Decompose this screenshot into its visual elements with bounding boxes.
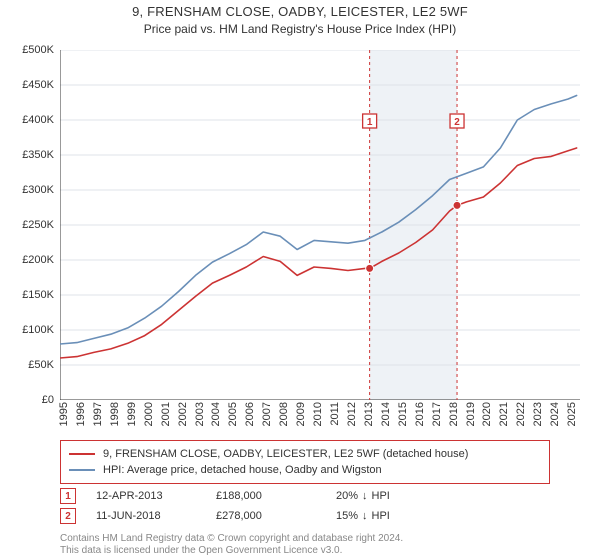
x-tick-label: 2005 (227, 402, 239, 426)
tx-price-1: £188,000 (216, 490, 316, 502)
x-axis: 1995 1996 1997 1998 1999 2000 2001 2002 2003 2004… (60, 400, 580, 438)
legend: 9, FRENSHAM CLOSE, OADBY, LEICESTER, LE2… (60, 440, 550, 484)
tx-rel-pct-1: 20% (336, 490, 358, 502)
x-tick-label: 2006 (244, 402, 256, 426)
tx-rel-pct-2: 15% (336, 510, 358, 522)
tx-row-2: 2 11-JUN-2018 £278,000 15% ↓ HPI (60, 506, 550, 526)
footer-line-2: This data is licensed under the Open Gov… (60, 545, 560, 557)
y-tick-label: £50K (28, 359, 54, 371)
tx-rel-2: 15% ↓ HPI (336, 510, 456, 522)
x-tick-label: 2021 (498, 402, 510, 426)
tx-rel-suffix-1: HPI (372, 490, 390, 502)
y-tick-label: £200K (22, 254, 54, 266)
tx-price-2: £278,000 (216, 510, 316, 522)
tx-date-1: 12-APR-2013 (96, 490, 196, 502)
x-tick-label: 2010 (312, 402, 324, 426)
y-tick-label: £150K (22, 289, 54, 301)
x-tick-label: 2013 (363, 402, 375, 426)
y-axis: £0£50K£100K£150K£200K£250K£300K£350K£400… (0, 50, 56, 400)
x-tick-label: 1997 (92, 402, 104, 426)
x-tick-label: 2019 (465, 402, 477, 426)
main-title: 9, FRENSHAM CLOSE, OADBY, LEICESTER, LE2… (0, 4, 600, 20)
x-tick-label: 1999 (126, 402, 138, 426)
y-tick-label: £500K (22, 44, 54, 56)
x-tick-label: 1998 (109, 402, 121, 426)
x-tick-label: 2018 (448, 402, 460, 426)
tx-rel-suffix-2: HPI (372, 510, 390, 522)
x-tick-label: 2011 (329, 402, 341, 426)
y-tick-label: £250K (22, 219, 54, 231)
x-tick-label: 2020 (481, 402, 493, 426)
down-arrow-icon: ↓ (362, 490, 368, 502)
footer-line-1: Contains HM Land Registry data © Crown c… (60, 533, 560, 545)
x-tick-label: 2008 (278, 402, 290, 426)
x-tick-label: 2009 (295, 402, 307, 426)
y-tick-label: £0 (42, 394, 54, 406)
down-arrow-icon: ↓ (362, 510, 368, 522)
transactions: 1 12-APR-2013 £188,000 20% ↓ HPI 2 11-JU… (60, 486, 550, 526)
x-tick-label: 1995 (58, 402, 70, 426)
x-tick-label: 2025 (566, 402, 578, 426)
legend-row-property: 9, FRENSHAM CLOSE, OADBY, LEICESTER, LE2… (69, 446, 541, 462)
chart-svg: 12 (60, 50, 580, 400)
x-tick-label: 2016 (414, 402, 426, 426)
x-tick-label: 2024 (549, 402, 561, 426)
tx-row-1: 1 12-APR-2013 £188,000 20% ↓ HPI (60, 486, 550, 506)
x-tick-label: 2015 (397, 402, 409, 426)
footer: Contains HM Land Registry data © Crown c… (60, 533, 560, 557)
y-tick-label: £100K (22, 324, 54, 336)
x-tick-label: 2002 (177, 402, 189, 426)
x-tick-label: 2023 (532, 402, 544, 426)
y-tick-label: £300K (22, 184, 54, 196)
tx-rel-1: 20% ↓ HPI (336, 490, 456, 502)
x-tick-label: 2003 (194, 402, 206, 426)
tx-marker-2: 2 (60, 508, 76, 524)
x-tick-label: 2001 (160, 402, 172, 426)
x-tick-label: 1996 (75, 402, 87, 426)
subtitle: Price paid vs. HM Land Registry's House … (0, 22, 600, 36)
x-tick-label: 2004 (210, 402, 222, 426)
x-tick-label: 2022 (515, 402, 527, 426)
titles: 9, FRENSHAM CLOSE, OADBY, LEICESTER, LE2… (0, 4, 600, 36)
svg-text:1: 1 (367, 117, 373, 128)
legend-swatch-hpi (69, 469, 95, 471)
y-tick-label: £400K (22, 114, 54, 126)
legend-row-hpi: HPI: Average price, detached house, Oadb… (69, 462, 541, 478)
tx-date-2: 11-JUN-2018 (96, 510, 196, 522)
x-tick-label: 2017 (431, 402, 443, 426)
chart-container: 9, FRENSHAM CLOSE, OADBY, LEICESTER, LE2… (0, 0, 600, 560)
y-tick-label: £450K (22, 79, 54, 91)
svg-text:2: 2 (454, 117, 460, 128)
y-tick-label: £350K (22, 149, 54, 161)
x-tick-label: 2012 (346, 402, 358, 426)
x-tick-label: 2000 (143, 402, 155, 426)
x-tick-label: 2014 (380, 402, 392, 426)
tx-marker-1: 1 (60, 488, 76, 504)
legend-label-property: 9, FRENSHAM CLOSE, OADBY, LEICESTER, LE2… (103, 448, 468, 460)
x-tick-label: 2007 (261, 402, 273, 426)
legend-swatch-property (69, 453, 95, 455)
legend-label-hpi: HPI: Average price, detached house, Oadb… (103, 464, 382, 476)
